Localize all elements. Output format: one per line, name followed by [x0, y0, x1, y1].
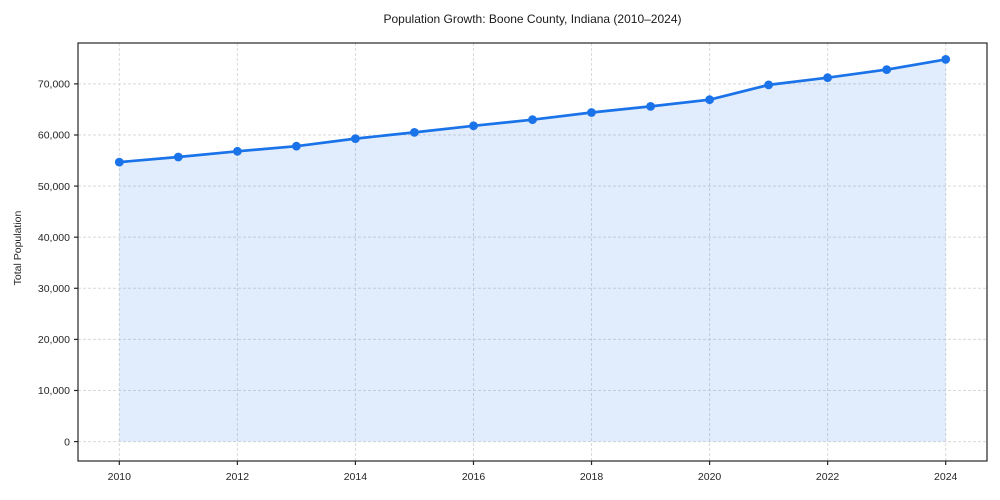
data-point-2010: [114, 157, 124, 167]
data-point-2011: [173, 152, 183, 162]
chart-title: Population Growth: Boone County, Indiana…: [383, 12, 682, 26]
y-tick-label: 0: [64, 436, 70, 448]
data-point-2017: [528, 115, 537, 125]
x-tick-label: 2020: [698, 471, 722, 483]
x-tick-label: 2012: [226, 471, 250, 483]
data-point-2019: [646, 102, 655, 111]
data-point-2013: [292, 141, 301, 151]
x-tick-label: 2016: [462, 471, 486, 483]
data-point-2014: [351, 134, 360, 144]
y-tick-label: 10,000: [38, 385, 70, 397]
x-tick-label: 2022: [816, 471, 840, 483]
data-point-2012: [233, 146, 242, 156]
x-tick-label: 2024: [934, 471, 958, 483]
x-tick-label: 2014: [344, 471, 368, 483]
y-axis-label: Total Population: [12, 210, 24, 286]
plot-border: [77, 42, 988, 462]
data-point-2018: [587, 108, 596, 117]
data-point-2020: [705, 95, 714, 105]
x-tick-label: 2010: [108, 471, 132, 483]
data-point-2023: [882, 65, 892, 74]
y-axis-ticks: 0 10,000 20,000 30,000 40,000 50,000 60,000 70,…: [38, 79, 78, 448]
y-tick-label: 40,000: [38, 232, 70, 244]
data-points: [114, 55, 951, 167]
x-axis-ticks: 2010 2012 2014 2016 2018 2020 2022 2024: [108, 461, 958, 483]
y-tick-label: 30,000: [38, 283, 70, 295]
x-tick-label: 2018: [580, 471, 604, 483]
y-tick-label: 70,000: [38, 79, 70, 91]
data-point-2024: [941, 55, 951, 64]
area-fill: [119, 59, 946, 442]
gridlines: [78, 43, 987, 461]
data-point-2015: [410, 127, 419, 137]
data-point-2022: [823, 73, 832, 83]
data-point-2016: [469, 121, 478, 131]
y-tick-label: 50,000: [38, 181, 70, 193]
y-tick-label: 20,000: [38, 334, 70, 346]
y-tick-label: 60,000: [38, 130, 70, 142]
data-point-2021: [764, 80, 773, 90]
